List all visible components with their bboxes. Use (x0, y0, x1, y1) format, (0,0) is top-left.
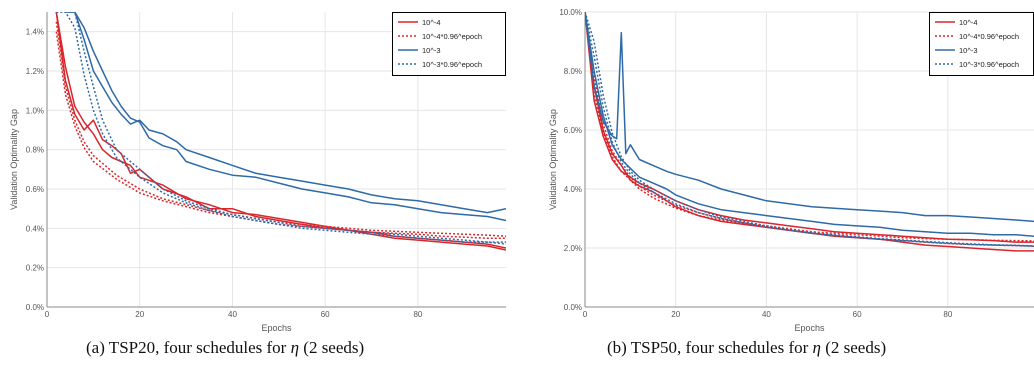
y-tick-label: 6.0% (564, 126, 582, 135)
series-line (56, 12, 506, 245)
legend-box (392, 12, 506, 76)
x-tick-label: 20 (671, 310, 680, 319)
caption-b-text: (b) TSP50, four schedules for (607, 338, 813, 357)
series-line (585, 12, 1034, 223)
x-tick-label: 40 (762, 310, 771, 319)
series-line (65, 12, 506, 222)
y-tick-label: 2.0% (564, 244, 582, 253)
legend-label: 10^-3*0.96^epoch (959, 60, 1019, 69)
y-tick-label: 0.2% (26, 264, 44, 273)
chart-b-tsp50: 0.0% 2.0% 4.0% 6.0% 8.0% 10.0% 0 20 40 60 80 Epochs… (548, 8, 1034, 333)
y-tick-label: 0.0% (26, 303, 44, 312)
caption-b-seeds: (2 seeds) (820, 338, 887, 357)
legend-label: 10^-3 (959, 46, 978, 55)
x-axis-label: Epochs (261, 323, 292, 333)
y-axis-label: Validation Optimality Gap (548, 109, 558, 210)
x-tick-label: 0 (45, 310, 50, 319)
y-tick-label: 4.0% (564, 185, 582, 194)
caption-a-eta-symbol: η (290, 338, 300, 357)
series-line (585, 12, 1034, 237)
x-tick-label: 80 (413, 310, 422, 319)
y-tick-label: 0.4% (26, 224, 44, 233)
series-line (55, 12, 506, 249)
series-line (585, 12, 1034, 247)
caption-a-text: (a) TSP20, four schedules for (86, 338, 291, 357)
legend-label: 10^-4*0.96^epoch (959, 32, 1019, 41)
caption-a-seeds: (2 seeds) (299, 338, 365, 357)
chart-a-tsp20: 0.0% 0.2% 0.4% 0.6% 0.8% 1.0% 1.2% 1.4% 0 20 40 60 8… (9, 12, 506, 333)
legend-label: 10^-4 (422, 18, 441, 27)
series-line (585, 12, 1034, 247)
y-tick-label: 0.0% (564, 303, 582, 312)
y-tick-label: 1.0% (26, 106, 44, 115)
caption-a: (a) TSP20, four schedules for η (2 seeds… (86, 338, 364, 358)
series-group (585, 12, 1034, 252)
series-line (65, 12, 506, 214)
legend-label: 10^-4 (959, 18, 978, 27)
x-tick-label: 60 (321, 310, 330, 319)
x-tick-label: 0 (583, 310, 588, 319)
legend-label: 10^-3*0.96^epoch (422, 60, 482, 69)
x-tick-label: 60 (853, 310, 862, 319)
series-group (55, 12, 506, 251)
y-axis-label: Validation Optimality Gap (9, 109, 19, 210)
x-tick-label: 20 (135, 310, 144, 319)
x-tick-label: 40 (228, 310, 237, 319)
y-tick-label: 0.8% (26, 146, 44, 155)
y-tick-label: 1.4% (26, 28, 44, 37)
x-axis-label: Epochs (794, 323, 825, 333)
series-line (56, 12, 506, 243)
legend-box (929, 12, 1034, 76)
caption-b: (b) TSP50, four schedules for η (2 seeds… (607, 338, 886, 358)
legend-label: 10^-4*0.96^epoch (422, 32, 482, 41)
legend-label: 10^-3 (422, 46, 441, 55)
caption-b-eta-symbol: η (812, 338, 821, 357)
y-tick-label: 10.0% (559, 8, 582, 17)
series-line (585, 12, 1034, 242)
x-tick-label: 80 (943, 310, 952, 319)
y-tick-label: 1.2% (26, 67, 44, 76)
y-tick-label: 0.6% (26, 185, 44, 194)
y-tick-label: 8.0% (564, 67, 582, 76)
